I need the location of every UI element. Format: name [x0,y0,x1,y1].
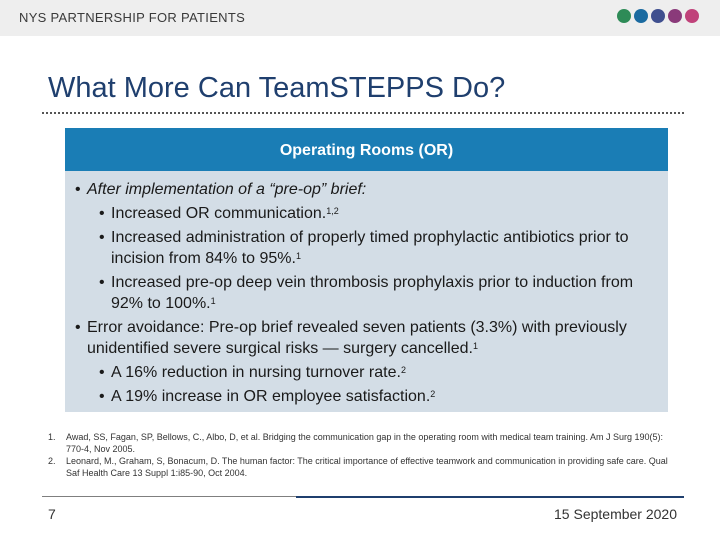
bullet-text: Increased pre-op deep vein thrombosis pr… [111,274,634,312]
panel-body: • After implementation of a “pre-op” bri… [65,171,668,407]
sub-bullet-item: • Increased administration of properly t… [75,227,658,269]
citation-marker: 1 [472,341,478,351]
bullet-item: • Error avoidance: Pre-op brief revealed… [75,317,658,359]
brand-dot [634,9,648,23]
references: 1. Awad, SS, Fagan, SP, Bellows, C., Alb… [48,432,678,480]
citation-marker: 1,2 [326,206,339,216]
brand-dot [668,9,682,23]
bullet-marker: • [99,205,105,222]
citation-marker: 2 [430,389,436,399]
panel-heading: Operating Rooms (OR) [65,128,668,171]
bullet-marker: • [75,319,81,336]
reference-item: 2. Leonard, M., Graham, S, Bonacum, D. T… [48,456,678,479]
reference-text: Awad, SS, Fagan, SP, Bellows, C., Albo, … [66,432,663,454]
bullet-text: A 16% reduction in nursing turnover rate… [111,364,401,381]
slide-date: 15 September 2020 [554,506,677,522]
bullet-marker: • [99,388,105,405]
brand-dot [651,9,665,23]
bullet-text: Increased OR communication. [111,205,327,222]
reference-number: 1. [48,432,56,442]
bullet-marker: • [99,229,105,246]
sub-bullet-item: • A 19% increase in OR employee satisfac… [75,386,658,407]
bullet-text: Error avoidance: Pre-op brief revealed s… [87,319,627,357]
organization-name: NYS PARTNERSHIP FOR PATIENTS [19,10,246,25]
reference-number: 2. [48,456,56,466]
citation-marker: 1 [295,251,301,261]
bullet-marker: • [75,181,81,198]
citation-marker: 2 [400,365,406,375]
bullet-item: • After implementation of a “pre-op” bri… [75,179,658,200]
reference-item: 1. Awad, SS, Fagan, SP, Bellows, C., Alb… [48,432,678,455]
bullet-marker: • [99,364,105,381]
top-banner: NYS PARTNERSHIP FOR PATIENTS [0,0,720,36]
sub-bullet-item: • Increased pre-op deep vein thrombosis … [75,272,658,314]
brand-dot [685,9,699,23]
footer-divider [42,496,296,497]
bullet-text: After implementation of a “pre-op” brief… [87,181,367,198]
citation-marker: 1 [210,296,216,306]
bullet-marker: • [99,274,105,291]
bullet-text: Increased administration of properly tim… [111,229,629,267]
brand-dot [617,9,631,23]
content-panel: Operating Rooms (OR) • After implementat… [65,128,668,412]
footer-divider-accent [296,496,684,498]
sub-bullet-item: • Increased OR communication.1,2 [75,203,658,224]
reference-text: Leonard, M., Graham, S, Bonacum, D. The … [66,456,668,478]
bullet-text: A 19% increase in OR employee satisfacti… [111,388,431,405]
title-divider [42,112,684,114]
page-number: 7 [48,506,56,522]
sub-bullet-item: • A 16% reduction in nursing turnover ra… [75,362,658,383]
slide-title: What More Can TeamSTEPPS Do? [48,72,506,104]
brand-dots [617,9,699,23]
